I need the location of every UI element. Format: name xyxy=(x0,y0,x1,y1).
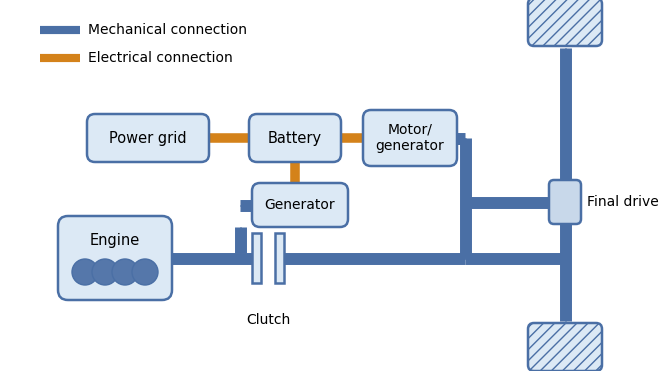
Text: Engine: Engine xyxy=(90,233,140,247)
Text: Clutch: Clutch xyxy=(246,313,290,327)
Text: Final drive: Final drive xyxy=(587,195,659,209)
Circle shape xyxy=(132,259,158,285)
Circle shape xyxy=(112,259,138,285)
Text: Generator: Generator xyxy=(265,198,335,212)
FancyBboxPatch shape xyxy=(58,216,172,300)
FancyBboxPatch shape xyxy=(363,110,457,166)
FancyBboxPatch shape xyxy=(528,323,602,371)
Text: Battery: Battery xyxy=(268,131,322,145)
Bar xyxy=(252,233,261,283)
Text: Mechanical connection: Mechanical connection xyxy=(88,23,247,37)
Circle shape xyxy=(92,259,118,285)
FancyBboxPatch shape xyxy=(249,114,341,162)
Text: Electrical connection: Electrical connection xyxy=(88,51,233,65)
FancyBboxPatch shape xyxy=(252,183,348,227)
Text: Motor/
generator: Motor/ generator xyxy=(376,123,444,153)
Circle shape xyxy=(72,259,98,285)
FancyBboxPatch shape xyxy=(528,0,602,46)
Bar xyxy=(275,233,284,283)
Text: Power grid: Power grid xyxy=(109,131,186,145)
FancyBboxPatch shape xyxy=(87,114,209,162)
FancyBboxPatch shape xyxy=(549,180,581,224)
